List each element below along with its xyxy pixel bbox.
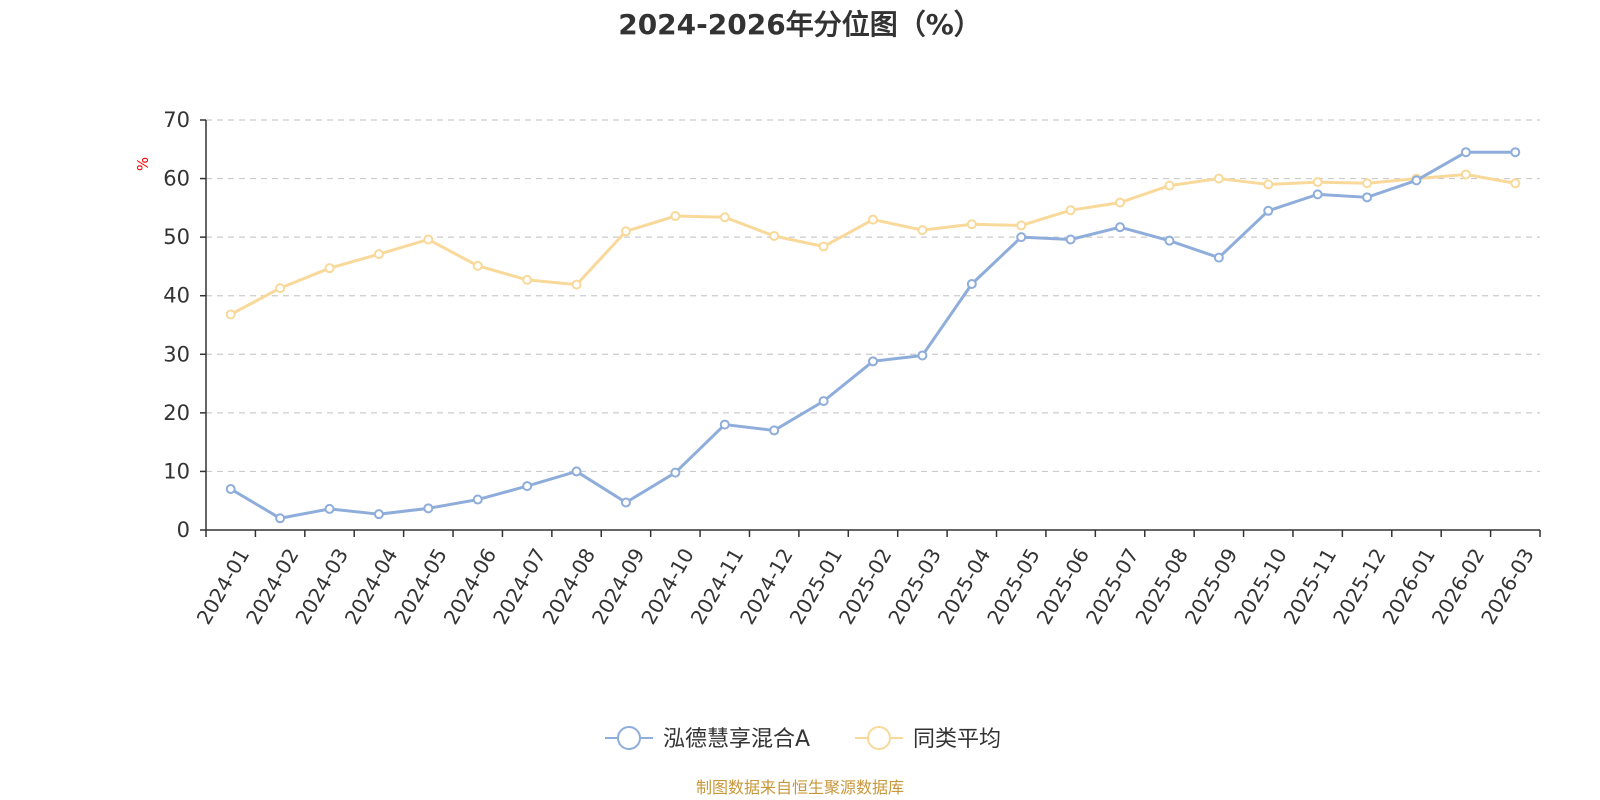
data-point[interactable] (868, 356, 878, 367)
data-point[interactable] (571, 466, 582, 477)
data-point[interactable] (1263, 179, 1274, 190)
gridlines (206, 119, 1540, 473)
data-point[interactable] (1362, 192, 1373, 203)
y-axis-unit: % (134, 157, 152, 171)
legend-label: 同类平均 (913, 727, 1001, 752)
data-point[interactable] (423, 503, 434, 514)
data-point[interactable] (1263, 205, 1274, 216)
y-tick-label: 0 (177, 518, 190, 542)
y-tick-label: 50 (163, 225, 190, 249)
data-point[interactable] (818, 396, 829, 407)
data-point[interactable] (373, 509, 384, 520)
legend-marker (617, 726, 641, 750)
legend-marker (867, 726, 891, 750)
data-point[interactable] (1213, 173, 1224, 184)
data-point[interactable] (324, 503, 335, 514)
data-point[interactable] (571, 279, 582, 290)
data-point[interactable] (1016, 232, 1027, 243)
data-point[interactable] (1115, 222, 1126, 233)
data-point[interactable] (225, 309, 236, 320)
data-point[interactable] (966, 279, 977, 289)
y-tick-label: 70 (163, 108, 190, 132)
data-point[interactable] (1460, 147, 1471, 158)
data-point[interactable] (373, 249, 384, 260)
data-point[interactable] (1312, 189, 1323, 200)
data-point[interactable] (1312, 177, 1323, 188)
legend-label: 泓德慧享混合A (663, 727, 810, 752)
data-point[interactable] (620, 497, 631, 508)
data-point[interactable] (1164, 235, 1175, 246)
y-tick-label: 30 (163, 342, 190, 366)
data-point[interactable] (868, 214, 878, 225)
data-point[interactable] (818, 241, 829, 252)
data-point[interactable] (522, 274, 533, 285)
data-point[interactable] (1510, 178, 1521, 189)
data-point[interactable] (1411, 175, 1422, 186)
y-tick-label: 10 (163, 459, 190, 483)
data-point[interactable] (275, 283, 286, 294)
series-0 (225, 147, 1521, 524)
data-point[interactable] (917, 225, 928, 236)
data-point[interactable] (1065, 234, 1076, 245)
data-point[interactable] (1510, 147, 1521, 158)
series-lines (225, 147, 1521, 524)
axes: 0102030405060702024-012024-022024-032024… (163, 108, 1541, 628)
data-point[interactable] (324, 263, 335, 274)
data-point[interactable] (1115, 197, 1126, 208)
data-point[interactable] (472, 494, 483, 505)
data-point[interactable] (1213, 252, 1224, 263)
data-point[interactable] (719, 212, 730, 223)
data-point[interactable] (917, 350, 928, 361)
chart-title: 2024-2026年分位图（%） (618, 8, 982, 41)
data-point[interactable] (670, 211, 681, 222)
source-note: 制图数据来自恒生聚源数据库 (696, 778, 904, 797)
legend[interactable]: 泓德慧享混合A 同类平均 (605, 726, 1001, 752)
y-tick-label: 40 (163, 284, 190, 308)
legend-item-1[interactable]: 同类平均 (855, 726, 1001, 752)
data-point[interactable] (275, 513, 286, 524)
y-tick-label: 20 (163, 401, 190, 425)
data-point[interactable] (423, 234, 434, 245)
data-point[interactable] (1460, 169, 1471, 180)
data-point[interactable] (1016, 220, 1027, 231)
data-point[interactable] (522, 481, 533, 492)
data-point[interactable] (1164, 180, 1175, 191)
y-tick-label: 60 (163, 167, 190, 191)
data-point[interactable] (769, 425, 780, 436)
data-point[interactable] (719, 419, 730, 430)
data-point[interactable] (1065, 205, 1076, 216)
data-point[interactable] (225, 484, 236, 494)
data-point[interactable] (769, 230, 780, 241)
data-point[interactable] (670, 467, 681, 478)
data-point[interactable] (472, 260, 483, 271)
data-point[interactable] (620, 226, 631, 237)
data-point[interactable] (1362, 178, 1373, 189)
series-line (229, 150, 1516, 520)
data-point[interactable] (966, 219, 977, 230)
legend-item-0[interactable]: 泓德慧享混合A (605, 726, 810, 752)
